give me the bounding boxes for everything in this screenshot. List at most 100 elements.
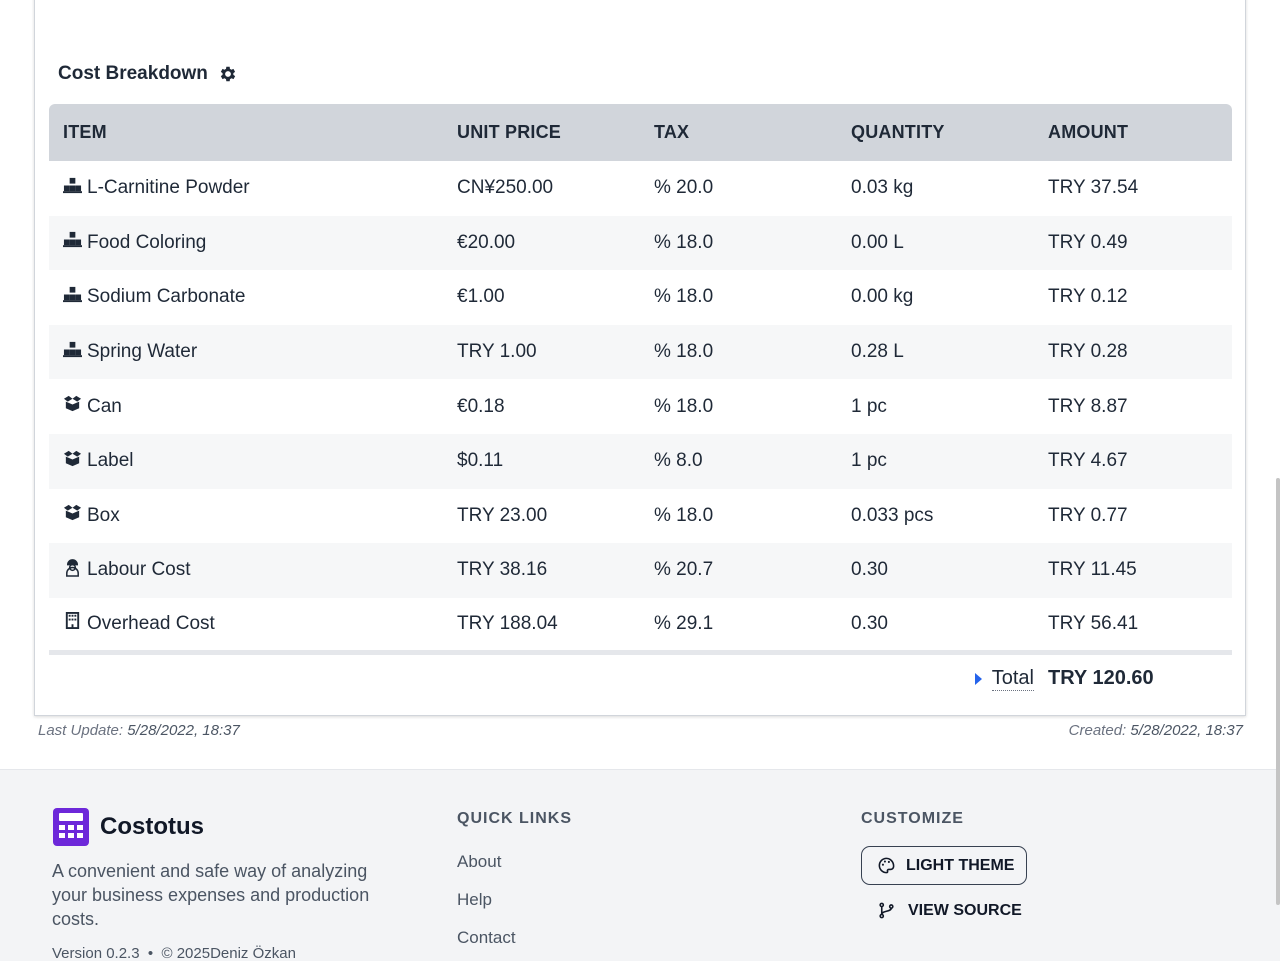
item-cell: Sodium Carbonate [49,270,457,325]
brand-name: Costotus [100,813,204,840]
version: Version 0.2.3 [52,945,140,961]
copyright: © 2025Deniz Özkan [161,945,296,961]
item-name: Overhead Cost [87,612,215,634]
unit-price-cell: $0.11 [457,433,654,489]
header-tax: TAX [654,104,851,161]
last-update-label: Last Update: [38,722,124,739]
section-title: Cost Breakdown [58,63,208,84]
unit-price-cell: €20.00 [457,215,654,271]
item-name: Sodium Carbonate [87,286,246,308]
brand-description: A convenient and safe way of analyzing y… [52,861,370,929]
amount-cell: TRY 37.54 [1048,177,1139,199]
footer: Costotus A convenient and safe way of an… [0,769,1280,961]
boxes-icon [63,230,82,255]
quantity-cell: 0.00 kg [851,286,914,308]
created-date: Created: 5/28/2022, 18:37 [1069,722,1243,739]
quantity-cell: 0.033 pcs [851,504,934,526]
quick-links: About Help Contact [457,851,516,949]
customize-heading: CUSTOMIZE [861,810,964,827]
table-row[interactable]: Spring Water TRY 1.00% 18.0 0.28 L TRY 0.28 [49,324,1232,380]
tax-cell: % 18.0 [654,395,714,417]
light-theme-button[interactable]: LIGHT THEME [861,846,1027,885]
link-contact[interactable]: Contact [457,928,516,947]
last-update: Last Update: 5/28/2022, 18:37 [38,722,240,739]
table-row[interactable]: Overhead Cost TRY 188.04 % 29.1 0.30 TRY 56.… [49,598,1232,653]
unit-price-cell: €0.18 [457,395,505,417]
amount-cell: TRY 4.67 [1048,433,1232,489]
total-amount-cell: TRY 120.60 [1048,649,1232,703]
table-row[interactable]: Box TRY 23.00 % 18.0 0.033 pcs TRY 0.77 [49,489,1232,544]
unit-price-cell: TRY 23.00 [457,504,548,526]
item-name: Spring Water [87,341,198,363]
tax-cell: % 20.7 [654,543,851,598]
cost-table: ITEM UNIT PRICE TAX QUANTITY AMOUNT L-Ca… [49,104,1232,703]
caret-right-icon[interactable] [974,672,982,685]
header-item: ITEM [49,104,457,161]
item-cell: Box [49,489,457,544]
amount-cell: TRY 0.12 [1048,286,1128,308]
git-branch-icon [879,902,894,919]
table-header-row: ITEM UNIT PRICE TAX QUANTITY AMOUNT [49,104,1232,161]
view-source-label: VIEW SOURCE [908,901,1022,919]
item-cell: Spring Water [49,324,457,380]
item-name: L-Carnitine Powder [87,177,250,199]
tax-cell: % 20.0 [654,177,714,199]
unit-price-cell: CN¥250.00 [457,177,554,199]
open-box-icon [63,394,82,419]
last-update-value: 5/28/2022, 18:37 [127,722,240,739]
amount-cell: TRY 0.49 [1048,215,1232,271]
item-cell: L-Carnitine Powder [49,161,457,216]
worker-icon [63,558,82,583]
item-name: Label [87,450,134,472]
cost-breakdown-card: Cost Breakdown ITEM UNIT PRICE TAX QUANT… [34,0,1246,716]
amount-cell: TRY 56.41 [1048,612,1139,634]
tax-cell: % 8.0 [654,433,851,489]
total-label[interactable]: Total [991,666,1034,691]
unit-price-cell: TRY 188.04 [457,612,558,634]
quantity-cell: 0.00 L [851,215,1048,271]
quantity-cell: 0.03 kg [851,177,914,199]
open-box-icon [63,503,82,528]
quick-links-heading: QUICK LINKS [457,810,572,827]
item-cell: Can [49,379,457,434]
total-row: Total TRY 120.60 [49,649,1232,703]
gear-icon[interactable] [218,64,238,84]
table-row[interactable]: Food Coloring €20.00% 18.0 0.00 L TRY 0.49 [49,215,1232,271]
table-row[interactable]: Can €0.18 % 18.0 1 pc TRY 8.87 [49,379,1232,434]
amount-cell: TRY 0.77 [1048,504,1128,526]
table-row[interactable]: Sodium Carbonate €1.00 % 18.0 0.00 kg TRY 0.… [49,270,1232,325]
item-cell: Food Coloring [49,215,457,271]
boxes-icon [63,285,82,310]
item-cell: Labour Cost [49,543,457,598]
tax-cell: % 18.0 [654,215,851,271]
unit-price-cell: TRY 1.00 [457,324,654,380]
light-theme-label: LIGHT THEME [906,856,1015,874]
quantity-cell: 0.28 L [851,324,1048,380]
table-row[interactable]: Label $0.11% 8.0 1 pc TRY 4.67 [49,433,1232,489]
header-unit-price: UNIT PRICE [457,104,654,161]
section-header: Cost Breakdown [58,63,238,85]
unit-price-cell: €1.00 [457,286,505,308]
tax-cell: % 29.1 [654,612,714,634]
quantity-cell: 0.30 [851,543,1048,598]
view-source-button[interactable]: VIEW SOURCE [877,901,1022,920]
brand[interactable]: Costotus [53,808,204,846]
link-about[interactable]: About [457,852,502,871]
version-line: Version 0.2.3 • © 2025Deniz Özkan [52,945,296,961]
link-help[interactable]: Help [457,890,492,909]
item-name: Box [87,504,120,526]
header-quantity: QUANTITY [851,104,1048,161]
tax-cell: % 18.0 [654,504,714,526]
building-icon [63,611,82,636]
table-row[interactable]: L-Carnitine Powder CN¥250.00 % 20.0 0.03 kg… [49,161,1232,216]
item-name: Can [87,395,122,417]
scrollbar[interactable] [1276,478,1280,905]
item-cell: Overhead Cost [49,598,457,653]
table-row[interactable]: Labour Cost TRY 38.16% 20.7 0.30 TRY 11.45 [49,543,1232,598]
amount-cell: TRY 11.45 [1048,543,1232,598]
open-box-icon [63,449,82,474]
header-amount: AMOUNT [1048,104,1232,161]
boxes-icon [63,176,82,201]
tax-cell: % 18.0 [654,324,851,380]
